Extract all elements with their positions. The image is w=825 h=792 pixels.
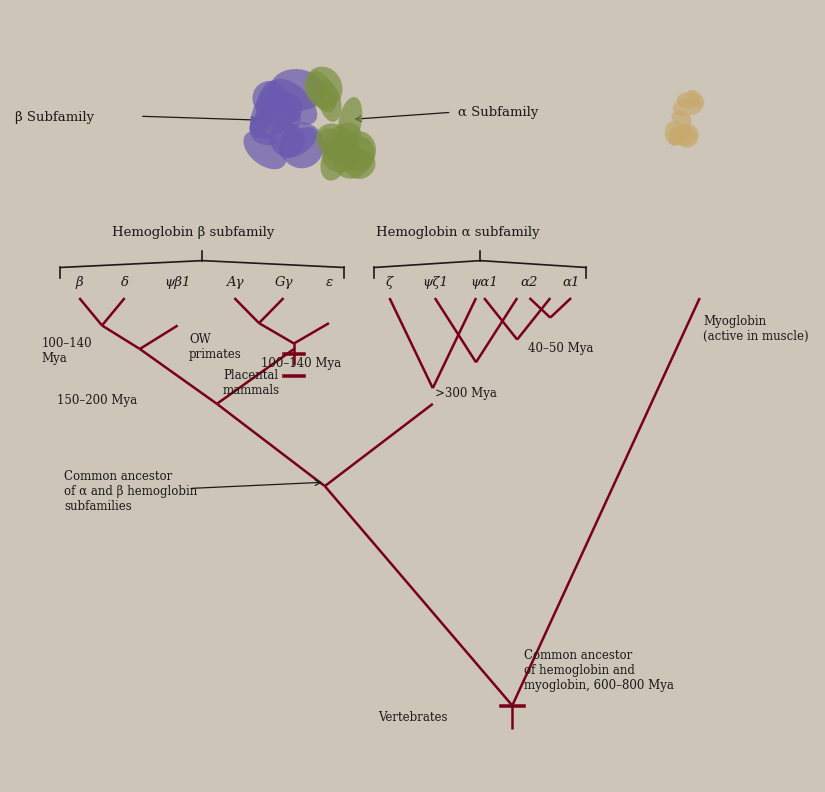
Text: Hemoglobin α subfamily: Hemoglobin α subfamily (375, 227, 540, 239)
Ellipse shape (249, 104, 295, 138)
Ellipse shape (668, 126, 697, 145)
Text: α1: α1 (563, 276, 580, 288)
Ellipse shape (672, 98, 703, 116)
Ellipse shape (341, 131, 376, 171)
Text: Aγ: Aγ (226, 276, 243, 288)
Text: α2: α2 (521, 276, 538, 288)
Ellipse shape (672, 111, 691, 127)
Text: ζ: ζ (386, 276, 393, 288)
Text: ψβ1: ψβ1 (164, 276, 191, 288)
Ellipse shape (338, 97, 362, 147)
Text: OW
primates: OW primates (189, 333, 242, 361)
Text: 100–140 Mya: 100–140 Mya (261, 356, 341, 370)
Text: >300 Mya: >300 Mya (435, 387, 497, 400)
Text: 100–140
Mya: 100–140 Mya (41, 337, 92, 364)
Ellipse shape (256, 80, 281, 125)
Ellipse shape (320, 143, 347, 181)
Ellipse shape (665, 121, 683, 145)
Text: δ: δ (120, 276, 129, 288)
Ellipse shape (280, 123, 324, 168)
Ellipse shape (334, 136, 375, 179)
Text: Common ancestor
of α and β hemoglobin
subfamilies: Common ancestor of α and β hemoglobin su… (64, 470, 197, 513)
Text: β: β (75, 276, 83, 288)
Ellipse shape (307, 71, 337, 112)
Ellipse shape (304, 67, 342, 109)
Ellipse shape (676, 92, 700, 109)
Text: Gγ: Gγ (275, 276, 293, 288)
Ellipse shape (319, 128, 346, 154)
Text: Placental
mammals: Placental mammals (223, 369, 281, 398)
Text: α Subfamily: α Subfamily (458, 106, 538, 119)
Ellipse shape (252, 81, 289, 118)
Ellipse shape (318, 81, 342, 122)
Ellipse shape (669, 124, 691, 146)
Text: Common ancestor
of hemoglobin and
myoglobin, 600–800 Mya: Common ancestor of hemoglobin and myoglo… (524, 649, 673, 691)
Text: ψζ1: ψζ1 (422, 276, 448, 288)
Ellipse shape (270, 123, 305, 157)
Text: ψα1: ψα1 (470, 276, 498, 288)
Text: ε: ε (325, 276, 332, 288)
Ellipse shape (323, 138, 362, 173)
Ellipse shape (271, 69, 324, 111)
Text: 150–200 Mya: 150–200 Mya (57, 394, 137, 407)
Text: Myoglobin
(active in muscle): Myoglobin (active in muscle) (704, 315, 809, 344)
Ellipse shape (243, 131, 286, 169)
Ellipse shape (270, 78, 318, 124)
Ellipse shape (686, 89, 705, 109)
Ellipse shape (250, 101, 301, 145)
Ellipse shape (250, 82, 280, 136)
Ellipse shape (260, 92, 303, 128)
Text: Hemoglobin β subfamily: Hemoglobin β subfamily (111, 227, 274, 239)
Text: Vertebrates: Vertebrates (379, 710, 448, 724)
Ellipse shape (316, 124, 360, 166)
Ellipse shape (676, 124, 699, 147)
Text: β Subfamily: β Subfamily (16, 112, 94, 124)
Text: 40–50 Mya: 40–50 Mya (528, 341, 593, 355)
Ellipse shape (323, 123, 361, 161)
Ellipse shape (345, 150, 375, 179)
Ellipse shape (279, 128, 317, 158)
